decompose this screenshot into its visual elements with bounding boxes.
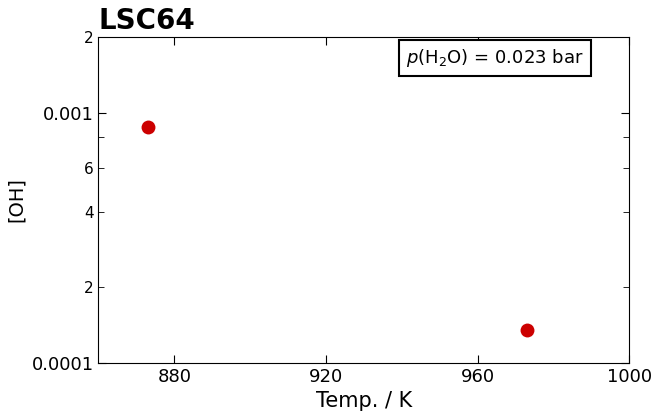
- X-axis label: Temp. / K: Temp. / K: [316, 391, 412, 411]
- Y-axis label: [OH]: [OH]: [7, 178, 26, 222]
- Text: LSC64: LSC64: [98, 7, 195, 35]
- Text: $p$(H$_2$O) = 0.023 bar: $p$(H$_2$O) = 0.023 bar: [407, 47, 584, 69]
